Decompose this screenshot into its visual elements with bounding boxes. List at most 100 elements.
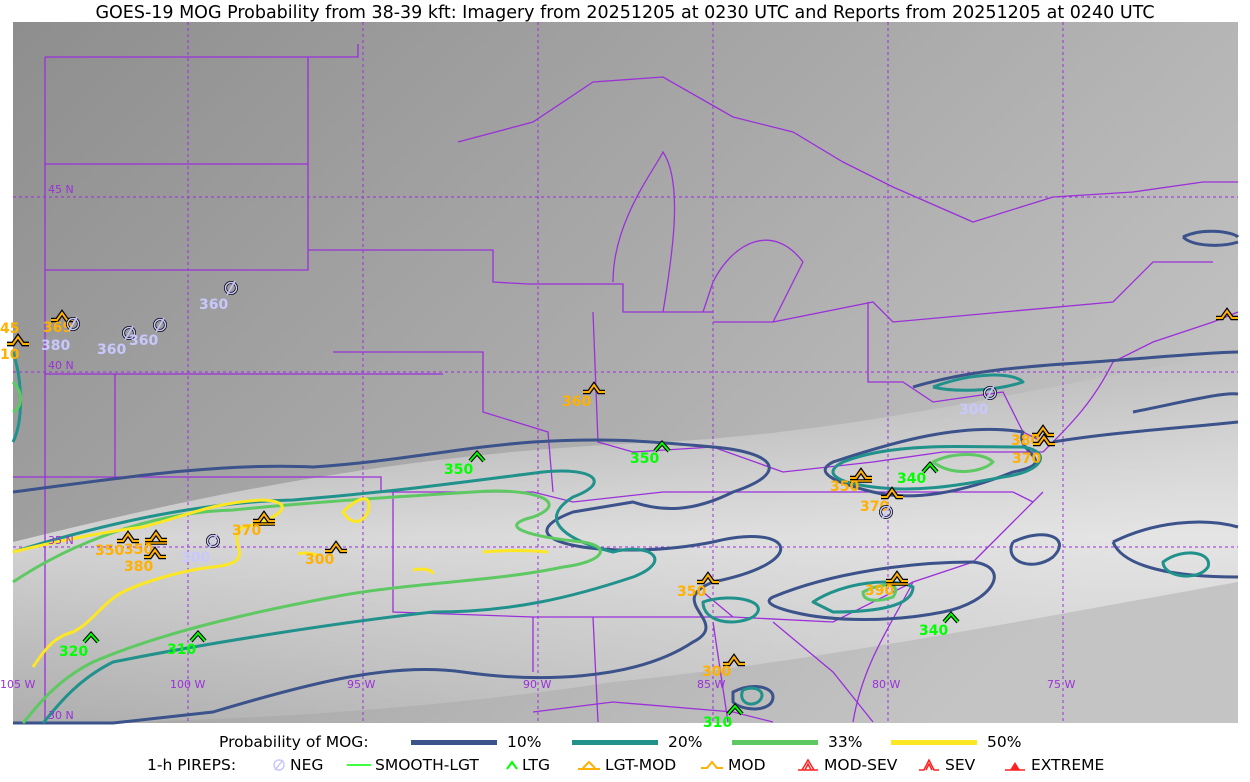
- pirep-mod[interactable]: 300: [305, 540, 347, 568]
- pirep-altitude-label: 350: [95, 543, 124, 559]
- pirep-ltg[interactable]: 340: [897, 460, 939, 487]
- mod-caret-icon: [1216, 307, 1238, 321]
- pirep-altitude-label: 300: [305, 552, 334, 568]
- probability-legend-title: Probability of MOG:: [219, 733, 369, 751]
- pirep-lgt-mod[interactable]: 350: [830, 467, 872, 495]
- neg-circle-slash-icon: [206, 533, 220, 549]
- pirep-altitude-label: 360: [129, 333, 158, 349]
- latitude-label: 35 N: [48, 534, 74, 547]
- pirep-neg[interactable]: 380: [41, 316, 80, 354]
- legend-label-20pct: 20%: [668, 733, 703, 751]
- lat-lon-grid: [13, 22, 1238, 723]
- legend-neg: NEG: [272, 756, 323, 774]
- legend-label-33pct: 33%: [828, 733, 863, 751]
- pirep-neg[interactable]: 300: [181, 533, 220, 566]
- pirep-mod[interactable]: 300: [702, 653, 745, 680]
- lgt-mod-caret-bar-icon: [145, 529, 167, 545]
- legend-ltg: LTG: [506, 756, 550, 774]
- pirep-altitude-label: 310: [703, 715, 732, 731]
- pirep-lgt-mod[interactable]: 390: [865, 570, 908, 599]
- legend-label-neg: NEG: [290, 756, 324, 774]
- swatch-10pct: [411, 739, 497, 745]
- mod-caret-icon: [697, 571, 719, 585]
- mod-caret-icon: [7, 333, 29, 347]
- lgt-mod-caret-bar-icon: [886, 570, 908, 586]
- ltg-caret-icon: [189, 629, 207, 643]
- pirep-altitude-label: 300: [959, 402, 988, 418]
- pirep-altitude-label: 360: [97, 342, 126, 358]
- pirep-mod[interactable]: 10: [0, 333, 29, 363]
- ltg-caret-icon: [653, 439, 671, 453]
- pirep-lgt-mod[interactable]: 350: [124, 529, 167, 558]
- legend-smooth-lgt: SMOOTH-LGT: [347, 756, 479, 774]
- pirep-neg[interactable]: 360: [199, 280, 238, 313]
- pirep-mod[interactable]: 380: [124, 546, 166, 575]
- contour-10pct: [767, 560, 996, 621]
- lgt-mod-caret-bar-icon: [253, 510, 275, 526]
- mod-caret-icon: [701, 760, 723, 769]
- mod-caret-icon: [583, 381, 605, 395]
- longitude-label: 90 W: [523, 678, 551, 691]
- pirep-ltg[interactable]: 350: [444, 449, 486, 478]
- pirep-ltg[interactable]: 340: [919, 610, 960, 639]
- longitude-label: 75 W: [1047, 678, 1075, 691]
- pirep-altitude-label: 380: [1011, 433, 1040, 449]
- neg-circle-slash-icon: [66, 316, 80, 332]
- pirep-legend-title: 1-h PIREPS:: [147, 756, 237, 774]
- pirep-neg[interactable]: 360: [97, 325, 136, 358]
- pirep-neg[interactable]: 300: [959, 385, 997, 418]
- pirep-neg[interactable]: [879, 504, 893, 520]
- mog-probability-contours: [11, 229, 1240, 725]
- state-borders: [13, 44, 1239, 723]
- swatch-50pct: [891, 739, 977, 745]
- pirep-altitude-label: 370: [1012, 451, 1041, 467]
- pirep-altitude-label: 350: [830, 479, 859, 495]
- mod-caret-icon: [325, 540, 347, 554]
- pirep-altitude-label: 360: [199, 297, 228, 313]
- contour-33pct: [12, 489, 602, 725]
- neg-circle-slash-icon: [224, 280, 238, 296]
- pirep-mod[interactable]: 360: [562, 381, 605, 410]
- mod-caret-icon: [881, 486, 903, 500]
- contour-20pct: [740, 551, 1210, 706]
- legend-label-ltg: LTG: [522, 756, 550, 774]
- legend-label-sev: SEV: [945, 756, 976, 774]
- pirep-ltg[interactable]: 350: [630, 439, 671, 467]
- pirep-mod[interactable]: 350: [95, 530, 139, 559]
- legend-item-10pct: 10%: [411, 733, 541, 751]
- pirep-neg[interactable]: 360: [129, 317, 167, 349]
- pirep-mod[interactable]: 370: [860, 486, 903, 515]
- longitude-label: 80 W: [872, 678, 900, 691]
- pirep-mod[interactable]: 350: [677, 571, 719, 600]
- longitude-label: 95 W: [347, 678, 375, 691]
- chart-title: GOES-19 MOG Probability from 38-39 kft: …: [95, 3, 1155, 23]
- legend-label-mod-sev: MOD-SEV: [824, 756, 898, 774]
- legend-label-mod: MOD: [728, 756, 766, 774]
- grid-labels: 45 N 40 N 35 N 30 N 105 W 100 W 95 W 90 W 85 W 80…: [0, 183, 1075, 722]
- longitude-label: 100 W: [170, 678, 205, 691]
- pirep-altitude-label: 360: [562, 394, 591, 410]
- contour-10pct: [823, 427, 1038, 498]
- neg-circle-slash-icon: [879, 504, 893, 520]
- mod-caret-icon: [723, 653, 745, 667]
- neg-circle-slash-icon: [273, 759, 285, 771]
- pirep-altitude-label: 320: [59, 644, 88, 660]
- pirep-mod[interactable]: [1216, 307, 1238, 321]
- pirep-ltg[interactable]: 310: [703, 702, 744, 731]
- pirep-lgt-mod[interactable]: 370: [232, 510, 275, 539]
- mod-caret-icon: [1032, 424, 1054, 438]
- pirep-ltg[interactable]: 320: [59, 630, 100, 660]
- ltg-caret-icon: [726, 702, 744, 716]
- pirep-ltg[interactable]: 310: [167, 629, 207, 658]
- contour-50pct: [12, 498, 284, 668]
- legend-item-20pct: 20%: [572, 733, 702, 751]
- neg-circle-slash-icon: [153, 317, 167, 333]
- pirep-altitude-label: 340: [919, 623, 948, 639]
- contour-20pct: [12, 469, 657, 725]
- pirep-altitude-label: 369: [43, 320, 72, 336]
- lgt-mod-caret-bar-icon: [850, 467, 872, 483]
- contour-20pct: [831, 373, 1042, 491]
- pirep-mod[interactable]: 370: [1012, 433, 1055, 467]
- sev-icon: [919, 758, 939, 771]
